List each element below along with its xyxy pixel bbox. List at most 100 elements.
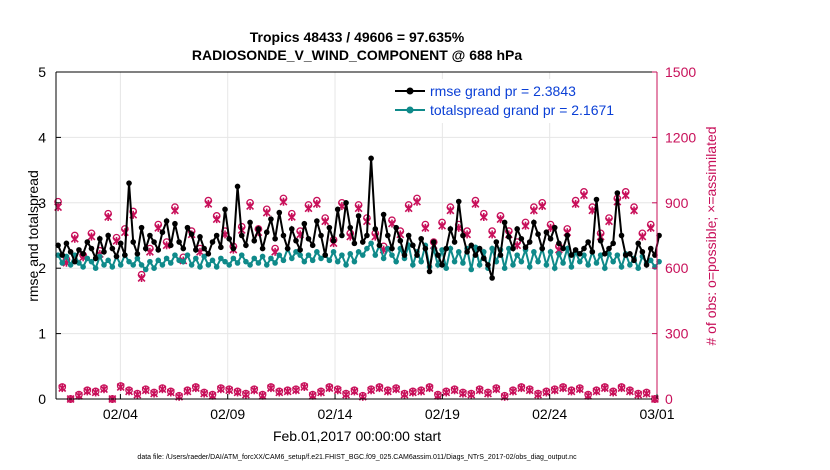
spread-point bbox=[97, 253, 103, 260]
spread-point bbox=[355, 249, 362, 255]
rmse-point bbox=[117, 240, 124, 247]
obs-assimilated-point bbox=[642, 389, 651, 398]
rmse-point bbox=[589, 249, 596, 255]
rmse-point bbox=[372, 226, 379, 232]
spread-point bbox=[510, 262, 516, 268]
spread-point bbox=[230, 255, 237, 262]
obs-assimilated-point bbox=[158, 385, 167, 394]
spread-point bbox=[647, 257, 654, 264]
rmse-point bbox=[234, 183, 241, 190]
rmse-point bbox=[184, 224, 191, 231]
rmse-point bbox=[205, 251, 212, 257]
x-axis-label: Feb.01,2017 00:00:00 start bbox=[273, 428, 441, 444]
spread-point bbox=[501, 265, 508, 272]
rmse-point bbox=[213, 232, 220, 239]
spread-point bbox=[535, 258, 541, 265]
obs-assimilated-point bbox=[525, 386, 534, 395]
spread-point bbox=[268, 255, 274, 262]
rmse-point bbox=[522, 244, 529, 251]
rmse-point bbox=[188, 231, 195, 237]
obs-assimilated-point bbox=[275, 388, 284, 397]
rmse-point bbox=[380, 211, 387, 218]
rmse-point bbox=[84, 239, 91, 245]
rmse-point bbox=[418, 235, 424, 242]
obs-assimilated-point bbox=[141, 386, 150, 395]
spread-point bbox=[305, 252, 312, 258]
obs-assimilated-point bbox=[83, 387, 92, 396]
obs-assimilated-point bbox=[308, 391, 317, 400]
spread-point bbox=[126, 258, 132, 265]
obs-assimilated-point bbox=[492, 385, 501, 394]
obs-assimilated-point bbox=[250, 386, 259, 395]
y-axis-label-right: # of obs: o=possible; ×=assimilated bbox=[703, 126, 719, 345]
rmse-point bbox=[393, 224, 399, 231]
rmse-point bbox=[597, 237, 604, 244]
spread-point bbox=[309, 257, 316, 264]
spread-point bbox=[547, 249, 554, 255]
x-tick-label: 02/19 bbox=[425, 406, 460, 422]
obs-assimilated-point bbox=[91, 388, 100, 397]
rmse-point bbox=[460, 232, 466, 239]
rmse-point bbox=[405, 232, 412, 239]
rmse-point bbox=[602, 251, 608, 257]
rmse-point bbox=[364, 232, 370, 239]
spread-point bbox=[259, 253, 266, 260]
rmse-point bbox=[293, 237, 299, 244]
spread-point bbox=[359, 252, 366, 258]
spread-point bbox=[393, 258, 399, 265]
spread-point bbox=[602, 265, 608, 272]
spread-point bbox=[460, 260, 466, 266]
rmse-point bbox=[59, 252, 66, 258]
obs-assimilated-point bbox=[87, 232, 96, 241]
obs-assimilated-point bbox=[475, 386, 484, 395]
rmse-point bbox=[506, 234, 512, 240]
spread-point bbox=[301, 258, 308, 265]
spread-point bbox=[209, 257, 216, 264]
spread-point bbox=[272, 260, 278, 266]
spread-point bbox=[610, 258, 616, 265]
obs-assimilated-point bbox=[634, 390, 643, 399]
obs-assimilated-point bbox=[646, 223, 655, 232]
spread-point bbox=[155, 257, 162, 264]
spread-point bbox=[351, 258, 358, 265]
spread-point bbox=[138, 262, 145, 268]
obs-assimilated-point bbox=[579, 191, 588, 200]
spread-point bbox=[627, 262, 633, 268]
obs-assimilated-point bbox=[621, 191, 630, 200]
rmse-point bbox=[447, 226, 454, 232]
rmse-point bbox=[368, 155, 374, 162]
rmse-point bbox=[493, 239, 500, 245]
spread-point bbox=[339, 252, 345, 258]
obs-assimilated-point bbox=[450, 386, 459, 395]
rmse-point bbox=[410, 242, 416, 249]
obs-assimilated-point bbox=[534, 390, 543, 399]
spread-point bbox=[117, 262, 124, 268]
rmse-point bbox=[501, 219, 508, 226]
spread-point bbox=[84, 255, 91, 262]
rmse-point bbox=[564, 232, 571, 239]
rmse-point bbox=[547, 235, 554, 242]
obs-assimilated-point bbox=[241, 390, 250, 399]
rmse-point bbox=[581, 245, 587, 252]
rmse-point bbox=[435, 252, 441, 258]
spread-point bbox=[489, 245, 495, 252]
y-tick-label-right: 1500 bbox=[665, 64, 696, 80]
x-tick-label: 03/01 bbox=[639, 406, 674, 422]
rmse-point bbox=[618, 232, 625, 239]
rmse-point bbox=[334, 206, 341, 213]
spread-point bbox=[635, 265, 642, 272]
rmse-point bbox=[543, 229, 550, 236]
rmse-point bbox=[510, 245, 516, 252]
rmse-point bbox=[443, 245, 450, 252]
spread-point bbox=[343, 262, 349, 268]
spread-point bbox=[368, 240, 374, 247]
rmse-point bbox=[647, 245, 654, 252]
obs-assimilated-point bbox=[283, 387, 292, 396]
obs-assimilated-point bbox=[367, 386, 376, 395]
rmse-point bbox=[389, 245, 395, 252]
rmse-point bbox=[109, 245, 116, 252]
rmse-point bbox=[130, 239, 137, 245]
spread-point bbox=[201, 253, 207, 260]
spread-point bbox=[130, 262, 137, 268]
obs-assimilated-point bbox=[425, 384, 434, 393]
